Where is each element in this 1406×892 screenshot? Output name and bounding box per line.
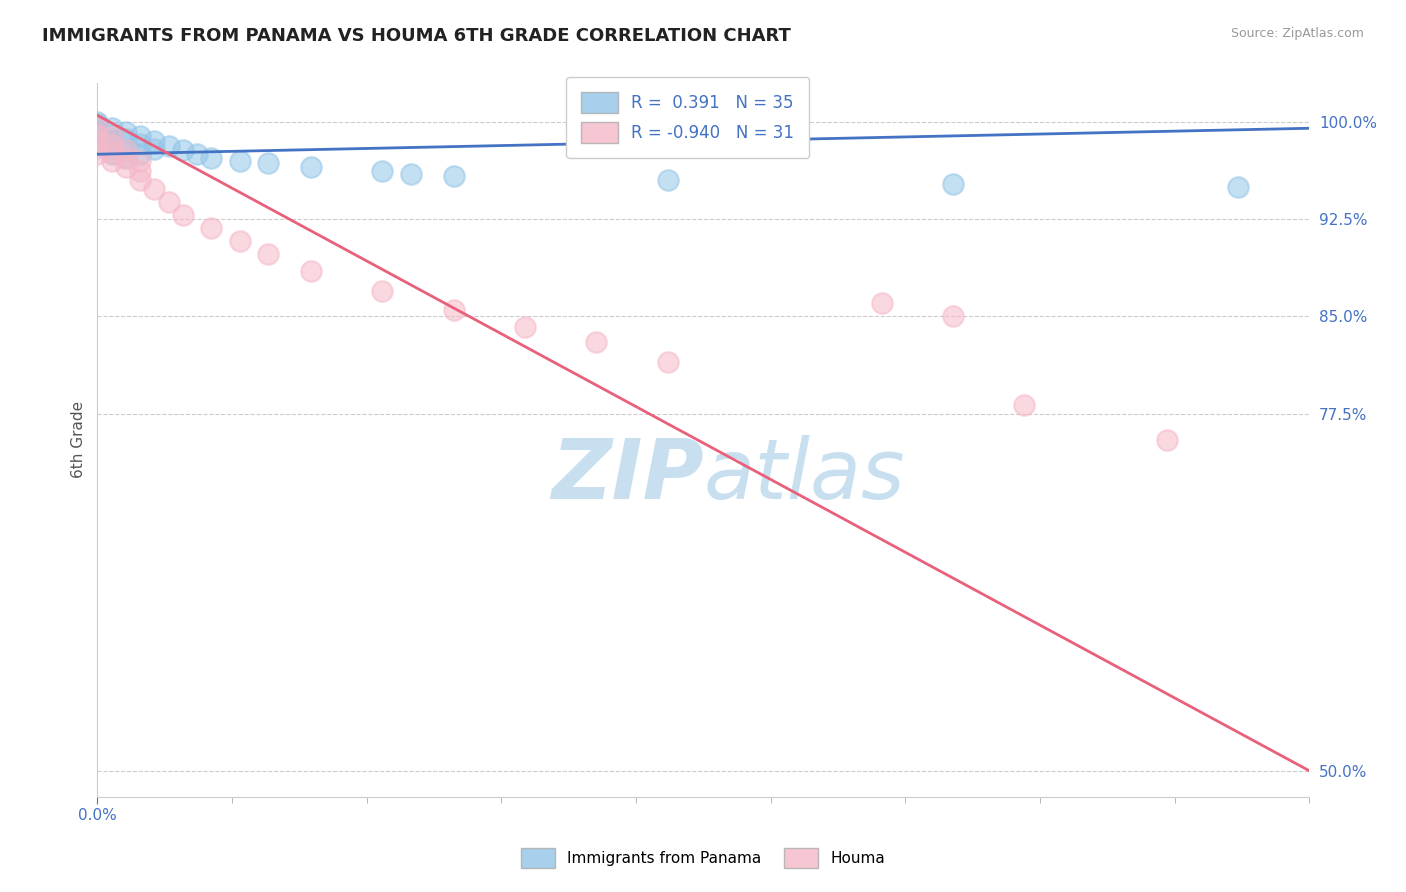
Point — [172, 144, 194, 158]
Point — [942, 177, 965, 191]
Point — [143, 142, 166, 156]
Y-axis label: 6th Grade: 6th Grade — [72, 401, 86, 478]
Point — [942, 310, 965, 324]
Point — [86, 120, 108, 134]
Point — [115, 125, 138, 139]
Point — [186, 147, 208, 161]
Point — [129, 136, 152, 151]
Point — [657, 355, 679, 369]
Point — [100, 141, 122, 155]
Point — [86, 147, 108, 161]
Point — [100, 153, 122, 168]
Point — [100, 130, 122, 145]
Point — [115, 160, 138, 174]
Point — [86, 117, 108, 131]
Point — [86, 124, 108, 138]
Point — [257, 156, 280, 170]
Point — [129, 164, 152, 178]
Point — [100, 128, 122, 142]
Legend: R =  0.391   N = 35, R = -0.940   N = 31: R = 0.391 N = 35, R = -0.940 N = 31 — [567, 77, 810, 158]
Point — [100, 134, 122, 148]
Point — [129, 129, 152, 144]
Point — [86, 134, 108, 148]
Point — [115, 131, 138, 145]
Point — [657, 173, 679, 187]
Point — [143, 134, 166, 148]
Point — [86, 128, 108, 142]
Point — [200, 151, 222, 165]
Text: IMMIGRANTS FROM PANAMA VS HOUMA 6TH GRADE CORRELATION CHART: IMMIGRANTS FROM PANAMA VS HOUMA 6TH GRAD… — [42, 27, 792, 45]
Point — [257, 247, 280, 261]
Point — [172, 208, 194, 222]
Point — [100, 145, 122, 160]
Point — [299, 264, 322, 278]
Point — [86, 128, 108, 142]
Point — [1226, 179, 1249, 194]
Point — [115, 144, 138, 158]
Point — [1156, 433, 1178, 447]
Point — [86, 138, 108, 153]
Point — [229, 153, 252, 168]
Point — [229, 234, 252, 248]
Point — [513, 319, 536, 334]
Point — [129, 147, 152, 161]
Point — [399, 167, 422, 181]
Text: atlas: atlas — [703, 435, 905, 516]
Legend: Immigrants from Panama, Houma: Immigrants from Panama, Houma — [509, 836, 897, 880]
Point — [157, 195, 180, 210]
Point — [100, 138, 122, 153]
Text: Source: ZipAtlas.com: Source: ZipAtlas.com — [1230, 27, 1364, 40]
Point — [129, 153, 152, 168]
Point — [143, 182, 166, 196]
Point — [157, 139, 180, 153]
Point — [86, 121, 108, 136]
Point — [200, 221, 222, 235]
Point — [86, 141, 108, 155]
Point — [870, 296, 893, 310]
Point — [371, 164, 394, 178]
Point — [115, 144, 138, 158]
Point — [299, 160, 322, 174]
Point — [1012, 398, 1035, 412]
Point — [86, 115, 108, 129]
Point — [86, 134, 108, 148]
Point — [115, 151, 138, 165]
Point — [100, 121, 122, 136]
Point — [86, 130, 108, 145]
Point — [115, 151, 138, 165]
Text: ZIP: ZIP — [551, 435, 703, 516]
Point — [443, 303, 465, 318]
Point — [371, 284, 394, 298]
Point — [443, 169, 465, 184]
Point — [129, 173, 152, 187]
Point — [585, 335, 607, 350]
Point — [100, 147, 122, 161]
